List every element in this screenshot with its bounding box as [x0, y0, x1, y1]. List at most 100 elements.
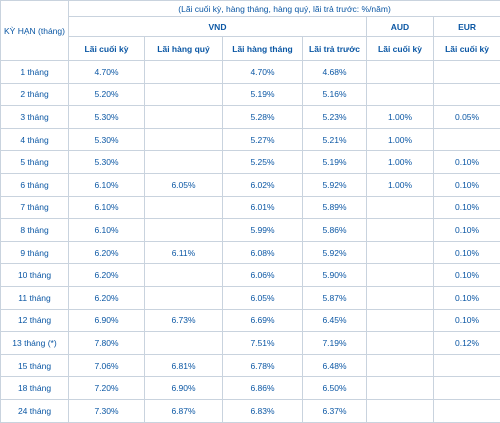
subheader-eur-end-of-term: Lãi cuối kỳ — [434, 37, 500, 61]
vnd-end-of-term-cell: 5.30% — [69, 151, 145, 174]
aud-end-of-term-cell — [367, 241, 434, 264]
vnd-quarterly-cell: 6.73% — [145, 309, 223, 332]
vnd-monthly-cell: 6.02% — [223, 173, 303, 196]
eur-end-of-term-cell: 0.10% — [434, 151, 500, 174]
term-cell: 1 tháng — [1, 61, 69, 84]
vnd-monthly-cell: 6.08% — [223, 241, 303, 264]
vnd-end-of-term-cell: 6.20% — [69, 264, 145, 287]
vnd-monthly-cell: 6.69% — [223, 309, 303, 332]
vnd-end-of-term-cell: 6.20% — [69, 286, 145, 309]
aud-end-of-term-cell — [367, 219, 434, 242]
currency-header-vnd: VND — [69, 17, 367, 37]
eur-end-of-term-cell: 0.10% — [434, 264, 500, 287]
table-caption: (Lãi cuối kỳ, hàng tháng, hàng quý, lãi … — [69, 1, 500, 17]
vnd-prepaid-cell: 7.19% — [303, 332, 367, 355]
vnd-quarterly-cell: 6.05% — [145, 173, 223, 196]
subheader-aud-end-of-term: Lãi cuối kỳ — [367, 37, 434, 61]
eur-end-of-term-cell: 0.10% — [434, 241, 500, 264]
term-cell: 2 tháng — [1, 83, 69, 106]
vnd-quarterly-cell — [145, 106, 223, 129]
eur-end-of-term-cell: 0.12% — [434, 332, 500, 355]
vnd-prepaid-cell: 5.19% — [303, 151, 367, 174]
eur-end-of-term-cell — [434, 354, 500, 377]
vnd-monthly-cell: 6.06% — [223, 264, 303, 287]
vnd-quarterly-cell — [145, 83, 223, 106]
vnd-quarterly-cell — [145, 286, 223, 309]
vnd-quarterly-cell — [145, 264, 223, 287]
aud-end-of-term-cell — [367, 332, 434, 355]
vnd-end-of-term-cell: 7.80% — [69, 332, 145, 355]
vnd-monthly-cell: 5.19% — [223, 83, 303, 106]
term-cell: 13 tháng (*) — [1, 332, 69, 355]
eur-end-of-term-cell — [434, 399, 500, 422]
aud-end-of-term-cell: 1.00% — [367, 151, 434, 174]
vnd-prepaid-cell: 6.37% — [303, 399, 367, 422]
vnd-end-of-term-cell: 5.30% — [69, 106, 145, 129]
eur-end-of-term-cell — [434, 83, 500, 106]
vnd-end-of-term-cell: 4.70% — [69, 61, 145, 84]
currency-header-aud: AUD — [367, 17, 434, 37]
eur-end-of-term-cell — [434, 61, 500, 84]
vnd-end-of-term-cell: 7.20% — [69, 377, 145, 400]
vnd-prepaid-cell: 6.50% — [303, 377, 367, 400]
term-cell: 5 tháng — [1, 151, 69, 174]
aud-end-of-term-cell — [367, 309, 434, 332]
eur-end-of-term-cell: 0.10% — [434, 286, 500, 309]
subheader-vnd-prepaid: Lãi trả trước — [303, 37, 367, 61]
vnd-monthly-cell: 6.86% — [223, 377, 303, 400]
term-cell: 24 tháng — [1, 399, 69, 422]
term-cell: 12 tháng — [1, 309, 69, 332]
vnd-end-of-term-cell: 6.90% — [69, 309, 145, 332]
aud-end-of-term-cell — [367, 83, 434, 106]
vnd-prepaid-cell: 5.92% — [303, 241, 367, 264]
vnd-monthly-cell: 6.01% — [223, 196, 303, 219]
subheader-vnd-quarterly: Lãi hàng quý — [145, 37, 223, 61]
vnd-quarterly-cell — [145, 61, 223, 84]
vnd-end-of-term-cell: 6.20% — [69, 241, 145, 264]
vnd-prepaid-cell: 5.86% — [303, 219, 367, 242]
vnd-quarterly-cell: 6.81% — [145, 354, 223, 377]
vnd-prepaid-cell: 5.23% — [303, 106, 367, 129]
eur-end-of-term-cell: 0.05% — [434, 106, 500, 129]
vnd-monthly-cell: 5.28% — [223, 106, 303, 129]
vnd-monthly-cell: 6.78% — [223, 354, 303, 377]
vnd-prepaid-cell: 6.48% — [303, 354, 367, 377]
vnd-prepaid-cell: 5.21% — [303, 128, 367, 151]
vnd-end-of-term-cell: 7.30% — [69, 399, 145, 422]
aud-end-of-term-cell — [367, 264, 434, 287]
vnd-end-of-term-cell: 6.10% — [69, 219, 145, 242]
vnd-monthly-cell: 6.05% — [223, 286, 303, 309]
aud-end-of-term-cell: 1.00% — [367, 173, 434, 196]
eur-end-of-term-cell — [434, 377, 500, 400]
term-cell: 11 tháng — [1, 286, 69, 309]
vnd-monthly-cell: 6.83% — [223, 399, 303, 422]
vnd-quarterly-cell: 6.87% — [145, 399, 223, 422]
aud-end-of-term-cell: 1.00% — [367, 106, 434, 129]
vnd-monthly-cell: 7.51% — [223, 332, 303, 355]
aud-end-of-term-cell — [367, 354, 434, 377]
vnd-quarterly-cell — [145, 196, 223, 219]
vnd-quarterly-cell: 6.11% — [145, 241, 223, 264]
eur-end-of-term-cell: 0.10% — [434, 219, 500, 242]
eur-end-of-term-cell: 0.10% — [434, 309, 500, 332]
aud-end-of-term-cell: 1.00% — [367, 128, 434, 151]
vnd-prepaid-cell: 6.45% — [303, 309, 367, 332]
vnd-monthly-cell: 5.25% — [223, 151, 303, 174]
term-cell: 15 tháng — [1, 354, 69, 377]
vnd-prepaid-cell: 5.16% — [303, 83, 367, 106]
aud-end-of-term-cell — [367, 399, 434, 422]
vnd-monthly-cell: 5.99% — [223, 219, 303, 242]
term-cell: 4 tháng — [1, 128, 69, 151]
